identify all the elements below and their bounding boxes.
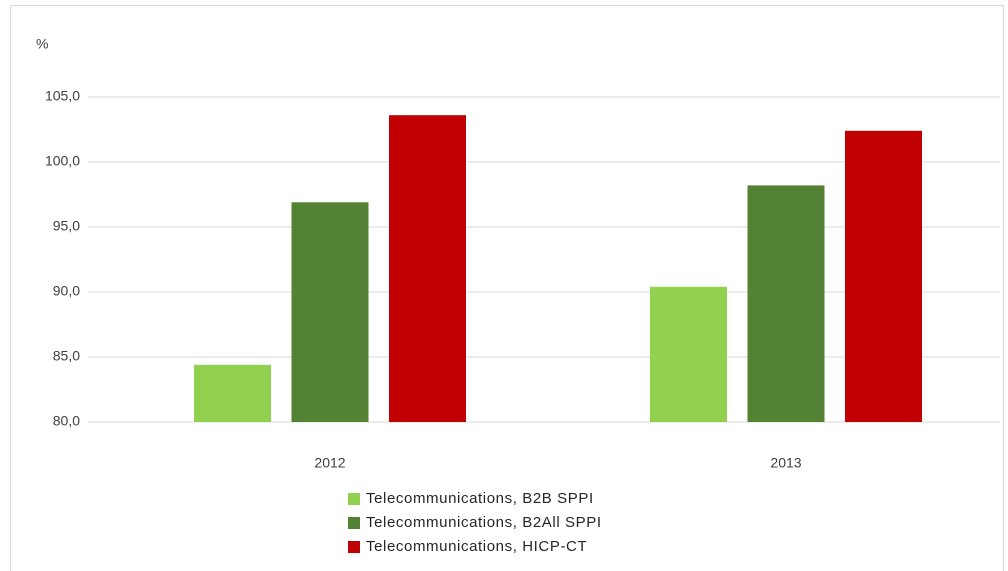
bar [291,202,369,422]
bar [389,115,466,422]
bar [650,286,727,422]
y-tick-label: 85,0 [53,348,80,364]
legend-swatch [348,493,360,505]
x-tick-label: 2013 [770,455,801,471]
y-tick-label: 100,0 [45,153,80,169]
legend-swatch [348,541,360,553]
chart-frame [10,5,1004,571]
y-tick-label: 95,0 [53,218,80,234]
y-tick-label: 80,0 [53,413,80,429]
y-axis-label: % [36,36,48,52]
y-tick-label: 90,0 [53,283,80,299]
y-tick-label: 105,0 [45,88,80,104]
legend-text: Telecommunications, B2All SPPI [366,514,602,531]
legend-text: Telecommunications, B2B SPPI [366,490,594,507]
bar [747,185,825,422]
x-tick-label: 2012 [314,455,345,471]
bar [194,364,271,422]
bar [845,130,922,423]
legend-swatch [348,517,360,529]
legend-text: Telecommunications, HICP-CT [366,538,587,555]
